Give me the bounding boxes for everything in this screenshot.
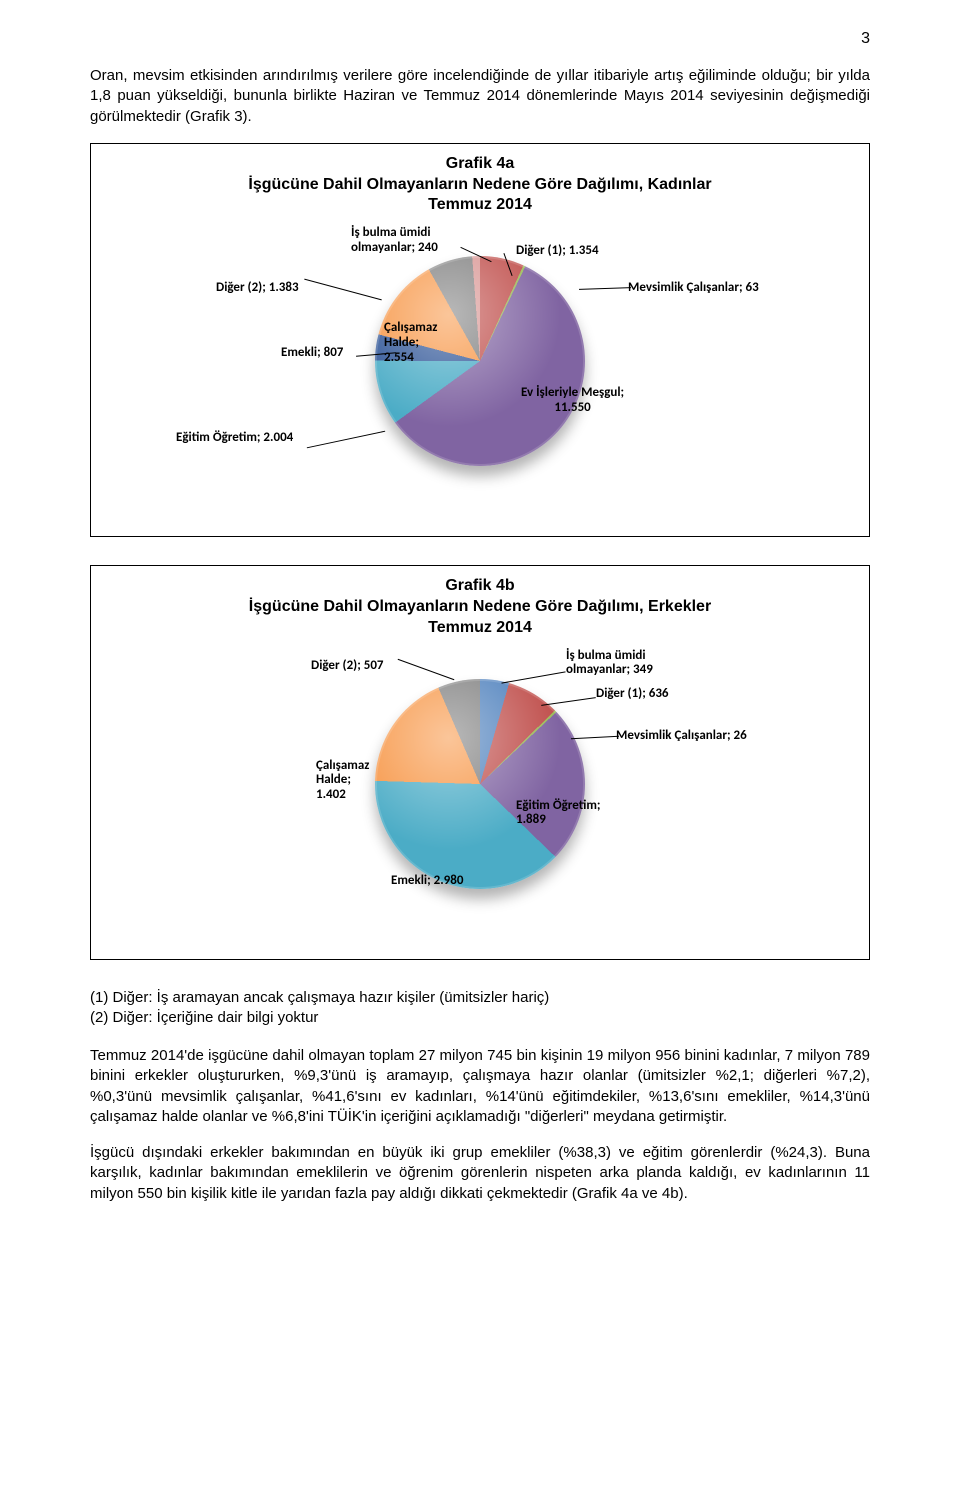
chart-4a-frame: Grafik 4a İşgücüne Dahil Olmayanların Ne… [90, 143, 870, 537]
label-is-bulma-4a: İş bulma ümidiolmayanlar; 240 [351, 226, 438, 256]
label-emekli-4b: Emekli; 2.980 [391, 874, 463, 889]
label-diger2-4a: Diğer (2); 1.383 [216, 281, 299, 296]
chart-4b-title-line2: İşgücüne Dahil Olmayanların Nedene Göre … [249, 598, 711, 615]
chart-4b-pie [375, 679, 585, 889]
chart-4a-title: Grafik 4a İşgücüne Dahil Olmayanların Ne… [101, 154, 859, 216]
chart-4b-title-line1: Grafik 4b [445, 577, 514, 594]
chart-4b-body: Diğer (2); 507 İş bulma ümidiolmayanlar;… [101, 649, 859, 939]
label-mevsimlik-4a: Mevsimlik Çalışanlar; 63 [628, 281, 759, 296]
label-egitim-4b: Eğitim Öğretim;1.889 [516, 799, 600, 829]
label-ev-isleri-4a: Ev İşleriyle Meşgul;11.550 [521, 386, 624, 416]
leader-line [304, 279, 382, 301]
label-diger1-4a: Diğer (1); 1.354 [516, 244, 599, 259]
chart-4a-title-line3: Temmuz 2014 [428, 196, 532, 213]
paragraph-1: Oran, mevsim etkisinden arındırılmış ver… [90, 66, 870, 127]
chart-4b-frame: Grafik 4b İşgücüne Dahil Olmayanların Ne… [90, 565, 870, 959]
label-diger2-4b: Diğer (2); 507 [311, 659, 384, 674]
chart-4b-pie-wrap [375, 679, 585, 889]
paragraph-3: İşgücü dışındaki erkekler bakımından en … [90, 1143, 870, 1204]
paragraph-2: Temmuz 2014'de işgücüne dahil olmayan to… [90, 1046, 870, 1127]
label-calisamaz-4a: ÇalışamazHalde;2.554 [384, 321, 437, 366]
chart-4a-body: İş bulma ümidiolmayanlar; 240 Diğer (1);… [101, 226, 859, 516]
chart-4b-title: Grafik 4b İşgücüne Dahil Olmayanların Ne… [101, 576, 859, 638]
footnotes: (1) Diğer: İş aramayan ancak çalışmaya h… [90, 988, 870, 1029]
leader-line [307, 431, 385, 449]
label-calisamaz-4b: ÇalışamazHalde;1.402 [316, 759, 369, 804]
chart-4a-title-line1: Grafik 4a [446, 155, 514, 172]
leader-line [579, 287, 631, 290]
label-is-bulma-4b: İş bulma ümidiolmayanlar; 349 [566, 649, 653, 679]
chart-4a-title-line2: İşgücüne Dahil Olmayanların Nedene Göre … [248, 176, 711, 193]
page-number: 3 [90, 30, 870, 48]
leader-line [398, 658, 455, 679]
footnote-2: (2) Diğer: İçeriğine dair bilgi yoktur [90, 1008, 870, 1028]
chart-4b-title-line3: Temmuz 2014 [428, 619, 532, 636]
label-egitim-4a: Eğitim Öğretim; 2.004 [176, 431, 293, 446]
label-diger1-4b: Diğer (1); 636 [596, 687, 669, 702]
label-emekli-4a: Emekli; 807 [281, 346, 343, 361]
footnote-1: (1) Diğer: İş aramayan ancak çalışmaya h… [90, 988, 870, 1008]
label-mevsimlik-4b: Mevsimlik Çalışanlar; 26 [616, 729, 747, 744]
